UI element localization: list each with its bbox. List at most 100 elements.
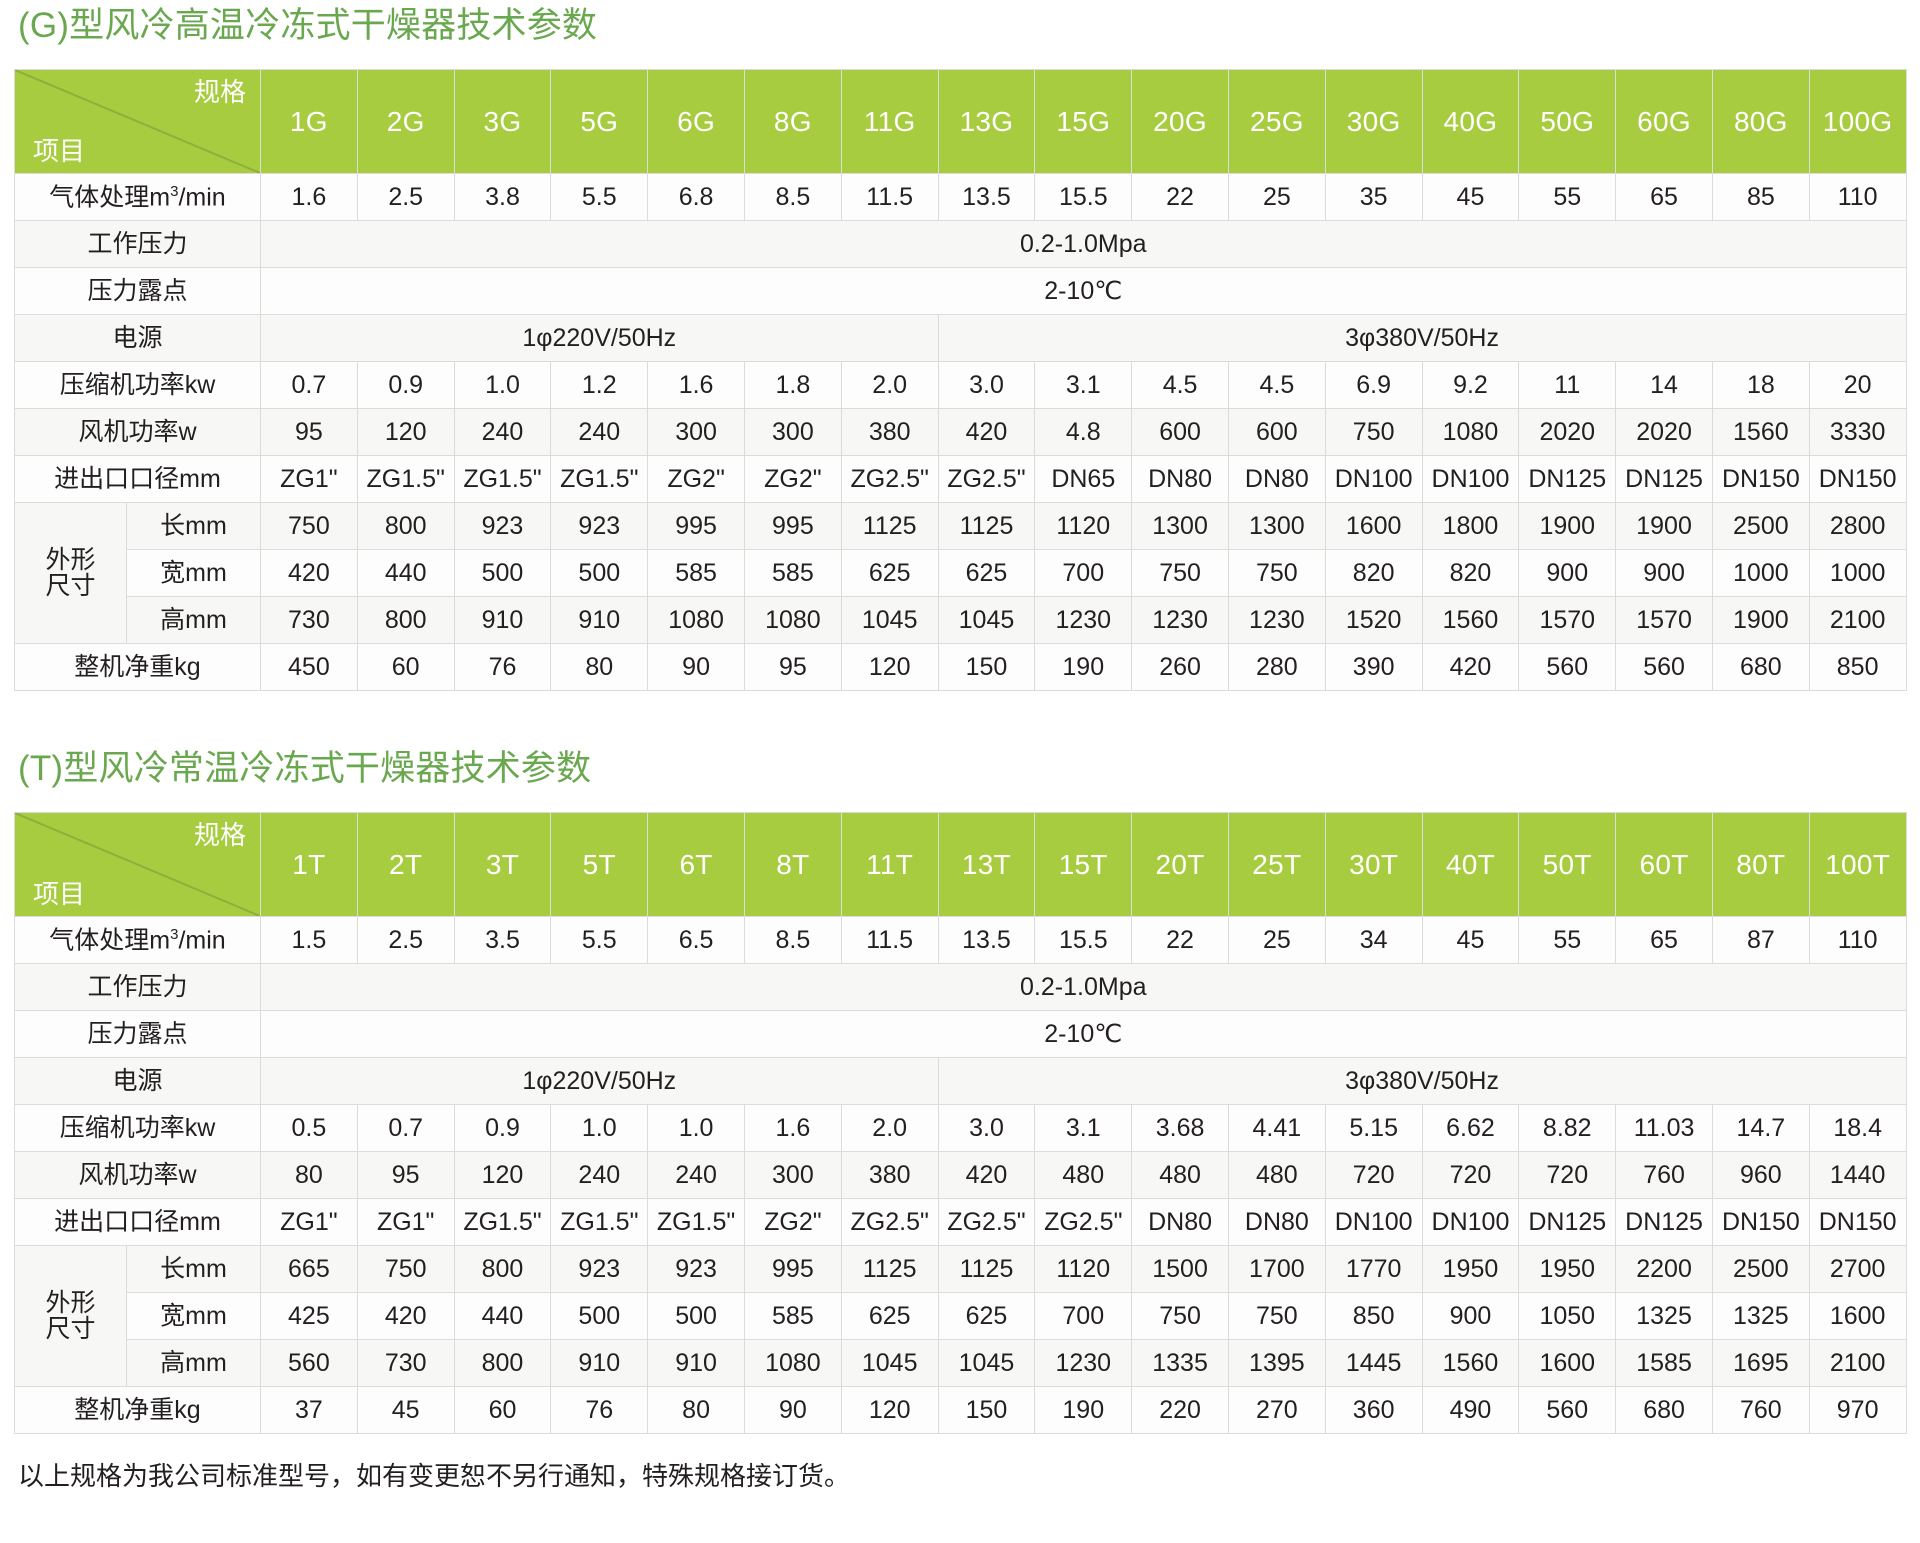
cell-value: 750 <box>1324 408 1423 456</box>
cell-value: 1560 <box>1421 1339 1520 1387</box>
cell-value: 730 <box>356 1339 455 1387</box>
header-row: 规格 项目 1G 2G 3G 5G 6G 8G 11G 13G 15G 20G 25G 30G 40G 5… <box>14 69 1907 174</box>
cell-value: 380 <box>840 1151 939 1199</box>
cell-value: 1445 <box>1324 1339 1423 1387</box>
cell-value: 25 <box>1227 173 1326 221</box>
cell-value: DN80 <box>1131 455 1229 503</box>
cell-value: DN100 <box>1421 455 1520 503</box>
cell-value: 390 <box>1324 643 1423 691</box>
cell-value: 80 <box>647 1386 745 1434</box>
cell-value: 18.4 <box>1808 1104 1907 1152</box>
cell-value: 120 <box>840 1386 939 1434</box>
cell-value: 1045 <box>840 1339 939 1387</box>
cell-value: 1120 <box>1034 502 1133 550</box>
cell-value: 15.5 <box>1034 173 1133 221</box>
cell-value: 6.62 <box>1421 1104 1520 1152</box>
cell-value: 0.9 <box>356 361 455 409</box>
table-row: 进出口口径mm ZG1" ZG1.5" ZG1.5" ZG1.5" ZG2" ZG2" ZG2… <box>14 455 1907 503</box>
cell-value: 420 <box>1421 643 1520 691</box>
table-row: 气体处理m3/min 1.5 2.5 3.5 5.5 6.5 8.5 11.5 13.5 15.5… <box>14 916 1907 964</box>
row-label: 工作压力 <box>14 963 261 1011</box>
cell-value: 280 <box>1227 643 1326 691</box>
cell-value: DN150 <box>1711 1198 1810 1246</box>
cell-value: ZG1.5" <box>356 455 455 503</box>
header-model-5t: 5T <box>550 812 649 917</box>
cell-value: 3330 <box>1808 408 1907 456</box>
cell-value: 1440 <box>1808 1151 1907 1199</box>
cell-value: 440 <box>356 549 455 597</box>
cell-value: 1230 <box>1034 1339 1133 1387</box>
row-label: 进出口口径mm <box>14 455 261 503</box>
row-sublabel: 宽mm <box>126 549 261 597</box>
cell-value: DN125 <box>1518 455 1617 503</box>
cell-value: 4.8 <box>1034 408 1133 456</box>
cell-value: 1570 <box>1518 596 1617 644</box>
cell-value-power-single: 1φ220V/50Hz <box>260 1057 939 1105</box>
cell-value: 910 <box>647 1339 745 1387</box>
cell-value: 1325 <box>1615 1292 1713 1340</box>
cell-value: 6.9 <box>1324 361 1423 409</box>
cell-value: 90 <box>743 1386 842 1434</box>
header-model-13t: 13T <box>937 812 1036 917</box>
cell-value: 240 <box>550 408 649 456</box>
cell-value-power-single: 1φ220V/50Hz <box>260 314 939 362</box>
cell-value: 1700 <box>1227 1245 1326 1293</box>
table-row: 电源 1φ220V/50Hz 3φ380V/50Hz <box>14 314 1907 362</box>
cell-value: 500 <box>550 1292 649 1340</box>
cell-value: 3.8 <box>453 173 552 221</box>
cell-value: 300 <box>743 1151 842 1199</box>
row-label: 风机功率w <box>14 1151 261 1199</box>
header-model-8g: 8G <box>743 69 842 174</box>
table-row: 压力露点 2-10℃ <box>14 1010 1907 1058</box>
cell-value: 300 <box>743 408 842 456</box>
cell-value: 110 <box>1808 173 1907 221</box>
cell-value: DN150 <box>1808 1198 1907 1246</box>
cell-value: ZG1.5" <box>453 1198 552 1246</box>
table-row: 高mm 560 730 800 910 910 1080 1045 1045 1230 1335 13… <box>15 1339 1907 1387</box>
cell-value: 1120 <box>1034 1245 1133 1293</box>
cell-value: 3.1 <box>1034 1104 1133 1152</box>
cell-value: 0.9 <box>453 1104 552 1152</box>
cell-value: 1770 <box>1324 1245 1423 1293</box>
cell-value: 2800 <box>1808 502 1907 550</box>
row-sublabel: 高mm <box>126 596 261 644</box>
table-row: 外形 尺寸 长mm 665 750 800 923 923 995 1125 1125 1120 150… <box>14 1245 1907 1387</box>
cell-value: 9.2 <box>1421 361 1520 409</box>
cell-value: 80 <box>550 643 649 691</box>
cell-value: 425 <box>260 1292 358 1340</box>
cell-value: 1.0 <box>550 1104 649 1152</box>
header-model-80t: 80T <box>1711 812 1810 917</box>
row-label: 压缩机功率kw <box>14 1104 261 1152</box>
cell-value: DN80 <box>1131 1198 1229 1246</box>
cell-value: 800 <box>453 1245 552 1293</box>
header-model-1g: 1G <box>260 69 358 174</box>
cell-value: 750 <box>1227 1292 1326 1340</box>
header-model-8t: 8T <box>743 812 842 917</box>
cell-value: 55 <box>1518 916 1617 964</box>
cell-value: 923 <box>453 502 552 550</box>
header-model-6g: 6G <box>647 69 745 174</box>
cell-value: ZG2" <box>743 455 842 503</box>
cell-value: 2100 <box>1808 1339 1907 1387</box>
cell-value: 120 <box>356 408 455 456</box>
cell-value: 720 <box>1324 1151 1423 1199</box>
cell-value: 1500 <box>1131 1245 1229 1293</box>
cell-value: ZG1.5" <box>550 455 649 503</box>
cell-value: ZG2" <box>647 455 745 503</box>
cell-value: 2.5 <box>356 173 455 221</box>
cell-value: 910 <box>550 596 649 644</box>
cell-value: 900 <box>1421 1292 1520 1340</box>
cell-value: 585 <box>647 549 745 597</box>
cell-value: 850 <box>1808 643 1907 691</box>
cell-value: 585 <box>743 1292 842 1340</box>
header-model-100t: 100T <box>1808 812 1907 917</box>
table-row: 外形 尺寸 长mm 750 800 923 923 995 995 1125 1125 1120 130… <box>14 502 1907 644</box>
cell-value: 20 <box>1808 361 1907 409</box>
table-row: 气体处理m3/min 1.6 2.5 3.8 5.5 6.8 8.5 11.5 13.5 15.5… <box>14 173 1907 221</box>
cell-value: 25 <box>1227 916 1326 964</box>
cell-value: 87 <box>1711 916 1810 964</box>
section-title-t: (T)型风冷常温冷冻式干燥器技术参数 <box>18 749 592 788</box>
cell-value: DN125 <box>1615 455 1713 503</box>
cell-value: 1.6 <box>647 361 745 409</box>
